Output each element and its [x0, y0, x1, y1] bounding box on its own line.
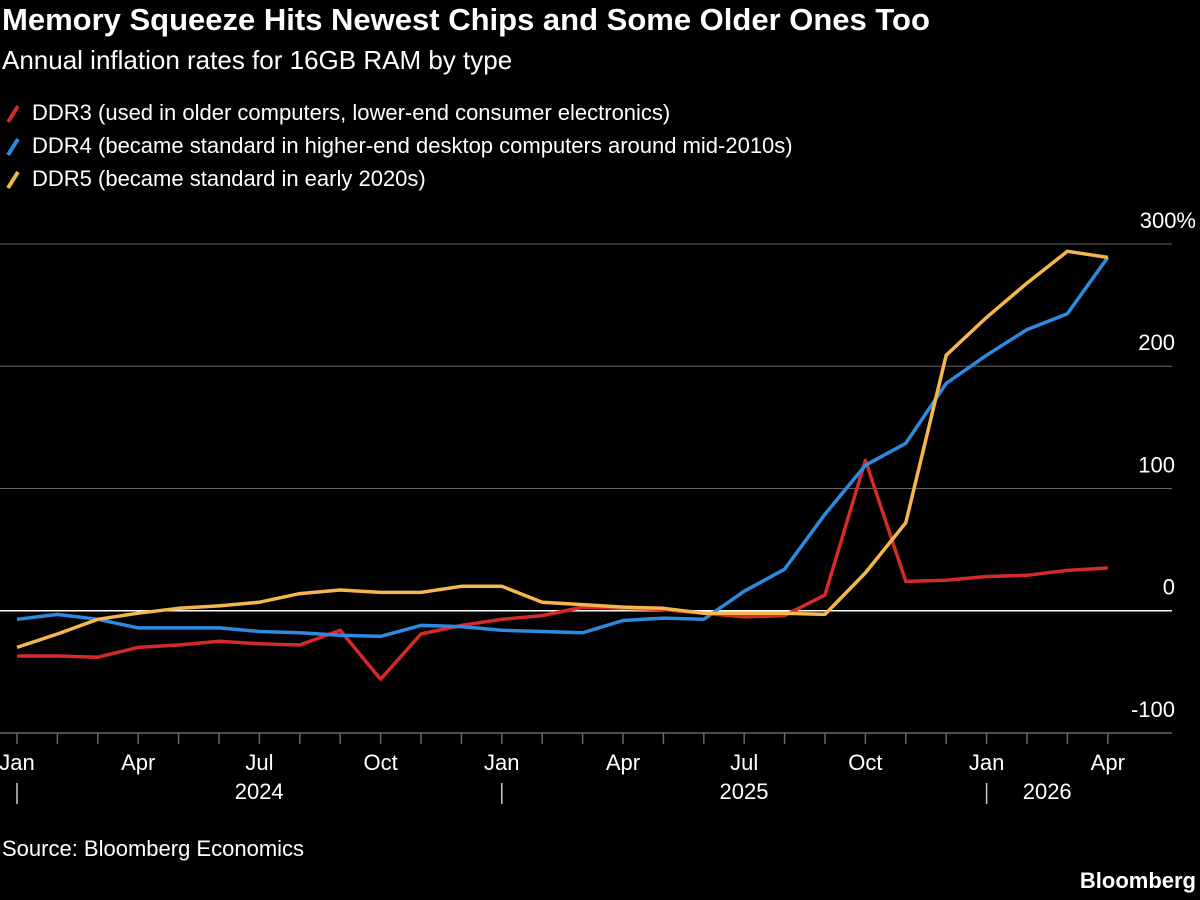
year-label: 2025	[720, 779, 769, 804]
x-tick-label: Jan	[969, 750, 1004, 775]
x-tick-label: Apr	[1091, 750, 1125, 775]
x-tick-label: Apr	[121, 750, 155, 775]
legend-swatch	[6, 137, 20, 157]
y-tick-label: 200	[1138, 330, 1175, 355]
year-label: 2024	[235, 779, 284, 804]
y-tick-label: 300%	[1140, 208, 1196, 233]
x-tick-label: Jan	[484, 750, 519, 775]
y-tick-label: -100	[1131, 697, 1175, 722]
year-label: 2026	[1023, 779, 1072, 804]
x-tick-label: Jul	[730, 750, 758, 775]
series-line	[16, 249, 1109, 650]
y-tick-label: 0	[1163, 575, 1175, 600]
x-tick-label: Oct	[848, 750, 882, 775]
series-line	[17, 458, 1108, 681]
x-tick-label: Jul	[245, 750, 273, 775]
legend-label: DDR5 (became standard in early 2020s)	[32, 166, 426, 191]
chart-title: Memory Squeeze Hits Newest Chips and Som…	[2, 2, 930, 37]
brand: Bloomberg	[1080, 868, 1196, 893]
legend-swatch	[6, 104, 20, 124]
x-tick-label: Jan	[0, 750, 35, 775]
legend-label: DDR3 (used in older computers, lower-end…	[32, 100, 670, 125]
x-tick-label: Oct	[363, 750, 397, 775]
source-note: Source: Bloomberg Economics	[2, 836, 304, 861]
series-line	[16, 256, 1110, 639]
x-tick-label: Apr	[606, 750, 640, 775]
legend-swatch	[6, 170, 20, 190]
y-tick-label: 100	[1138, 452, 1175, 477]
legend-label: DDR4 (became standard in higher-end desk…	[32, 133, 793, 158]
chart-subtitle: Annual inflation rates for 16GB RAM by t…	[2, 45, 512, 75]
